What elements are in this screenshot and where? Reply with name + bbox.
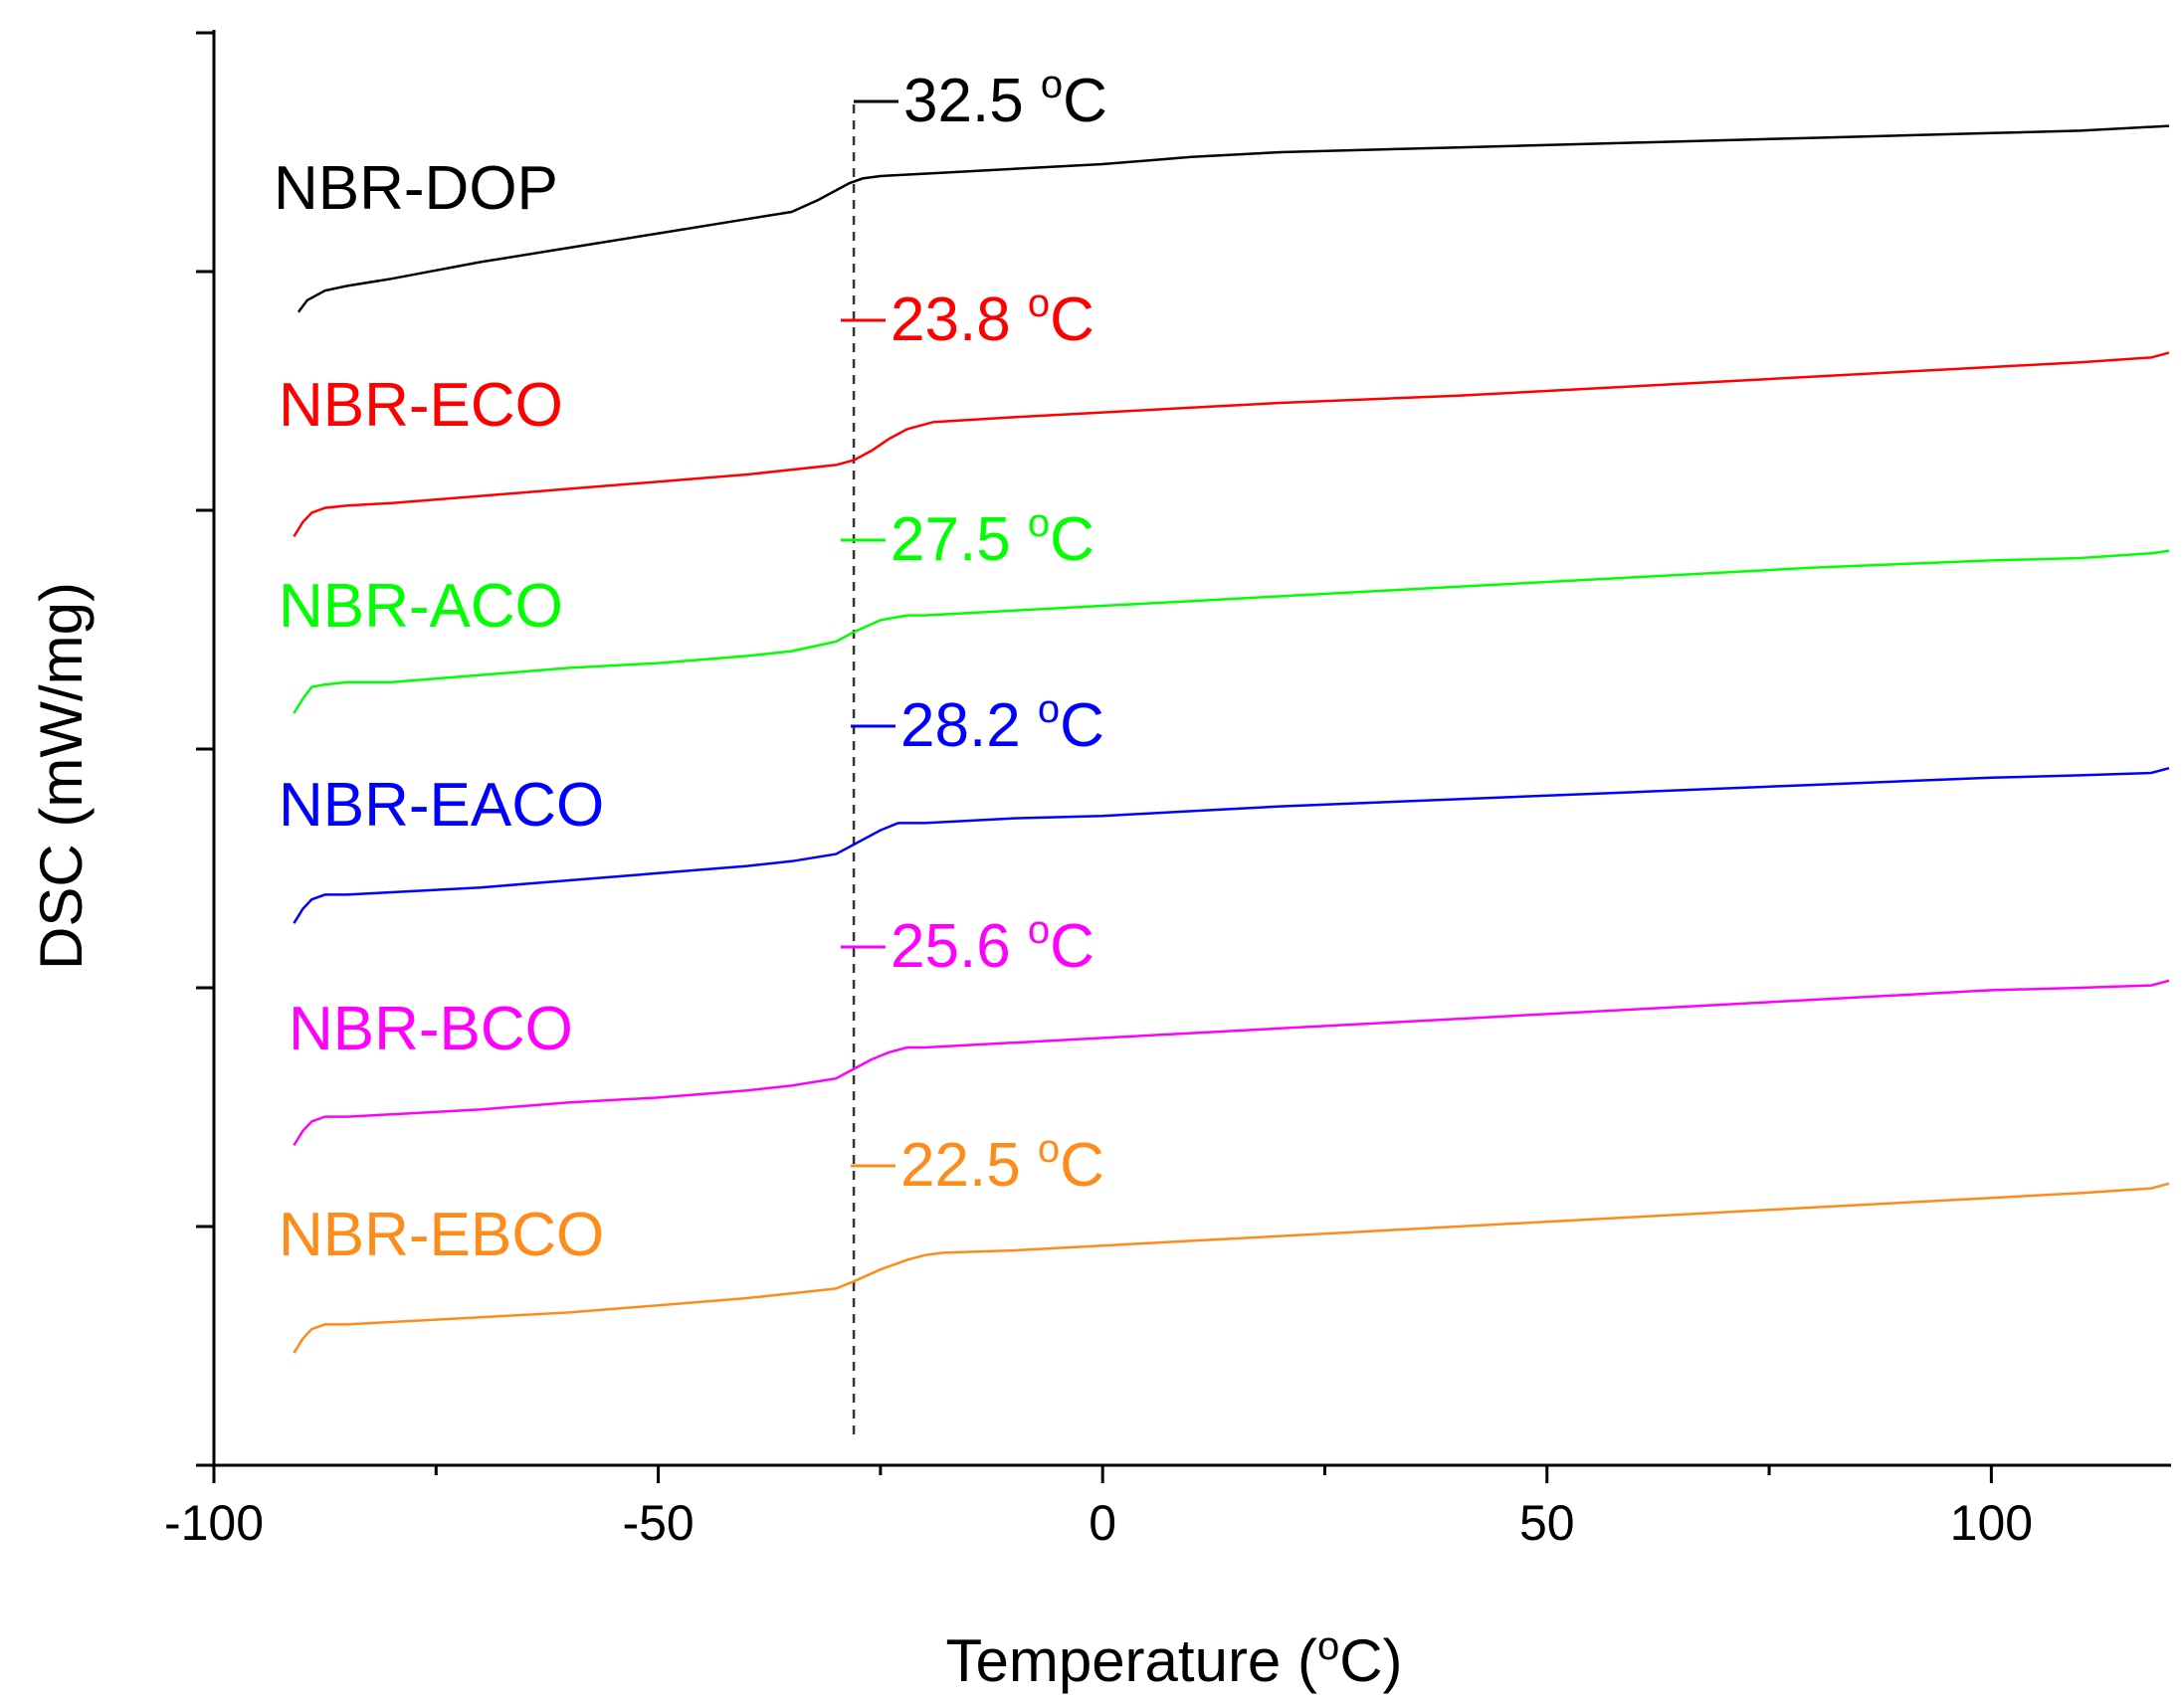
x-axis-title-paren-close: ) xyxy=(1383,1627,1403,1694)
tg-value: 32.5 xyxy=(903,67,1041,135)
tg-label-nbr-bco: 25.6 oC xyxy=(891,908,1094,981)
x-axis-title: Temperature (oC) xyxy=(945,1624,1402,1694)
x-axis-title-text: Temperature xyxy=(945,1627,1281,1694)
curve-nbr-eaco xyxy=(293,766,2170,924)
tg-value: 25.6 xyxy=(891,912,1028,981)
x-tick-label: -100 xyxy=(164,1495,264,1551)
tg-degree-symbol: o xyxy=(1038,1127,1060,1171)
tg-unit: C xyxy=(1050,285,1094,354)
tg-unit: C xyxy=(1060,691,1104,760)
x-tick-label: -50 xyxy=(622,1495,694,1551)
y-ticks-group xyxy=(196,31,214,1467)
x-tick-label: 0 xyxy=(1089,1495,1116,1551)
tg-unit: C xyxy=(1060,1131,1104,1200)
curve-nbr-eco xyxy=(293,351,2170,538)
tg-label-nbr-ebco: 22.5 oC xyxy=(900,1127,1104,1200)
series-label-nbr-bco: NBR-BCO xyxy=(289,995,573,1063)
series-label-nbr-eaco: NBR-EACO xyxy=(279,771,604,840)
tg-degree-symbol: o xyxy=(1028,282,1050,325)
tg-value: 23.8 xyxy=(891,285,1028,354)
tg-value: 22.5 xyxy=(900,1131,1038,1200)
tg-degree-symbol: o xyxy=(1038,687,1060,731)
tg-degree-symbol: o xyxy=(1041,63,1063,106)
curves-group xyxy=(293,124,2170,1354)
tg-unit: C xyxy=(1050,505,1094,574)
series-label-nbr-ebco: NBR-EBCO xyxy=(279,1201,604,1269)
tg-label-nbr-eco: 23.8 oC xyxy=(891,282,1094,354)
tg-degree-symbol: o xyxy=(1028,908,1050,952)
tg-unit: C xyxy=(1050,912,1094,981)
series-label-nbr-eco: NBR-ECO xyxy=(279,371,563,440)
x-tick-label: 100 xyxy=(1950,1495,2033,1551)
tg-label-nbr-dop: 32.5 oC xyxy=(903,63,1107,135)
tg-value: 28.2 xyxy=(900,691,1038,760)
tg-label-nbr-eaco: 28.2 oC xyxy=(900,687,1104,760)
tg-unit: C xyxy=(1063,67,1107,135)
series-label-nbr-dop: NBR-DOP xyxy=(274,154,558,223)
tg-label-nbr-aco: 27.5 oC xyxy=(891,501,1094,574)
curve-nbr-bco xyxy=(293,979,2170,1147)
curve-nbr-aco xyxy=(293,549,2170,714)
curve-nbr-dop xyxy=(297,124,2170,313)
y-axis-title: DSC (mW/mg) xyxy=(28,582,95,970)
series-label-nbr-aco: NBR-ACO xyxy=(279,572,563,641)
x-ticks-group: -100 -50 0 50 100 xyxy=(164,1465,2033,1551)
tg-degree-symbol: o xyxy=(1028,501,1050,545)
x-tick-label: 50 xyxy=(1519,1495,1575,1551)
x-axis-degree-symbol: o xyxy=(1317,1624,1339,1668)
x-axis-unit: C xyxy=(1339,1627,1382,1694)
tg-value: 27.5 xyxy=(891,505,1028,574)
x-axis-title-paren-open: ( xyxy=(1281,1627,1317,1694)
curve-nbr-ebco xyxy=(293,1182,2170,1354)
